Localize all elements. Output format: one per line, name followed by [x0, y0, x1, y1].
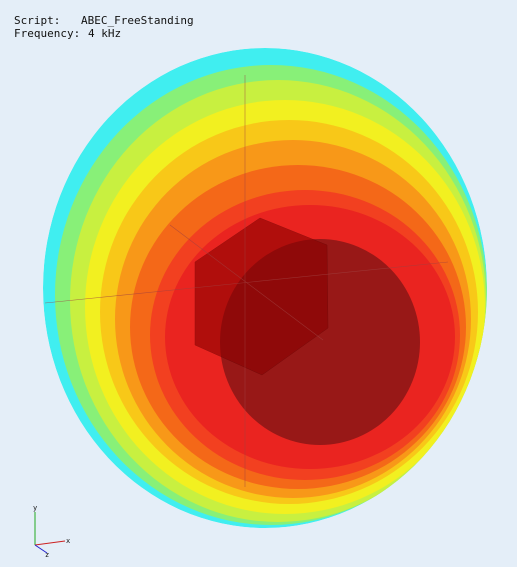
script-value: ABEC_FreeStanding — [81, 14, 194, 27]
script-label: Script: — [14, 14, 60, 27]
enclosure-cube — [194, 217, 329, 376]
triad: y x z — [33, 504, 70, 559]
axis-label: y — [33, 504, 37, 512]
axis-lines — [44, 75, 449, 487]
frequency-value: 4 kHz — [88, 27, 121, 40]
axis-label: x — [66, 537, 70, 545]
frequency-label: Frequency: — [14, 27, 80, 40]
axis-label: z — [45, 551, 49, 559]
